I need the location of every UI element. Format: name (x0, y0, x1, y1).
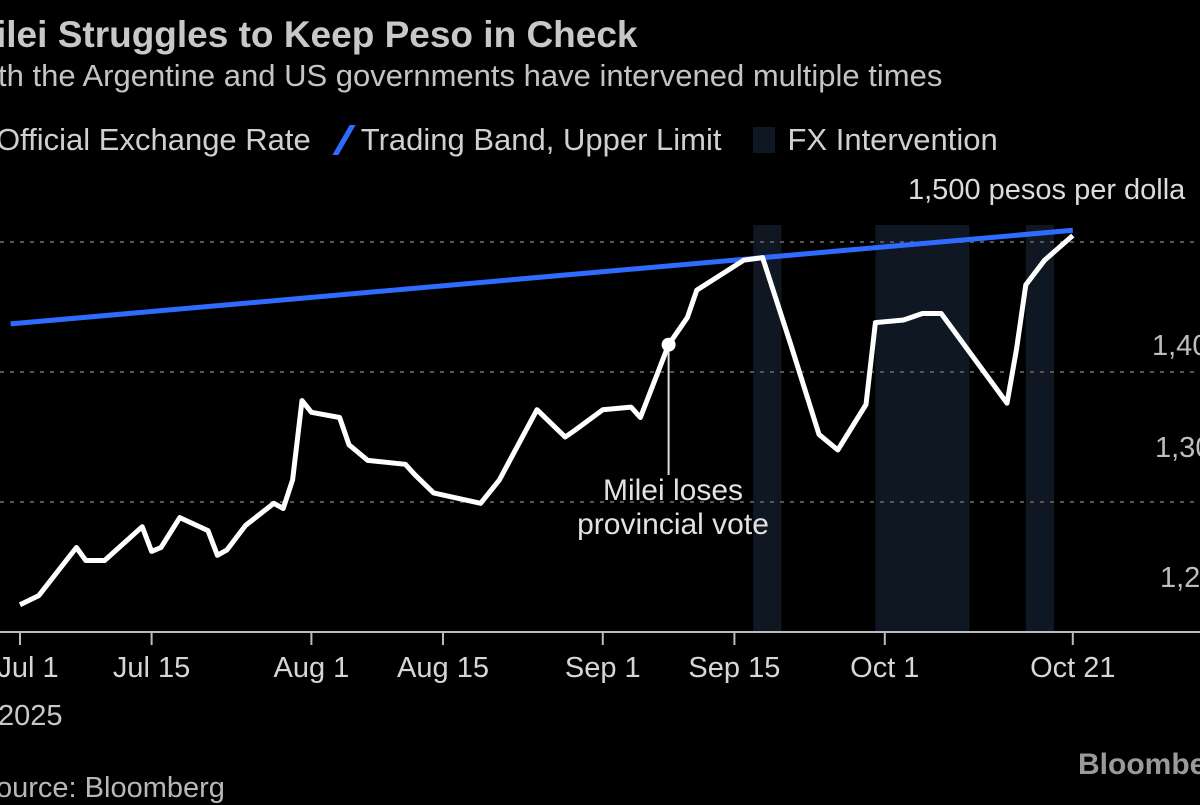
annotation-text: Milei loses provincial vote (568, 474, 778, 542)
x-tick-label: Jul 1 (0, 652, 59, 685)
x-axis-year-label: 2025 (0, 700, 63, 733)
x-tick-label: Aug 1 (273, 652, 349, 685)
y-tick-label: 1,2 (1160, 562, 1200, 595)
bloomberg-logo: Bloombe (1078, 748, 1200, 782)
x-tick-label: Oct 1 (850, 652, 919, 685)
annotation-marker (662, 338, 676, 352)
fx-intervention-band (753, 225, 781, 632)
source-note: ource: Bloomberg (0, 772, 225, 805)
y-tick-label: 1,40 (1152, 330, 1200, 363)
x-tick-label: Jul 15 (113, 652, 190, 685)
x-tick-label: Sep 15 (688, 652, 780, 685)
fx-intervention-band (1026, 225, 1054, 632)
x-tick-label: Aug 15 (397, 652, 489, 685)
y-tick-label: 1,30 (1155, 432, 1200, 465)
x-tick-label: Sep 1 (565, 652, 641, 685)
fx-intervention-band (875, 225, 969, 632)
x-tick-label: Oct 21 (1030, 652, 1115, 685)
